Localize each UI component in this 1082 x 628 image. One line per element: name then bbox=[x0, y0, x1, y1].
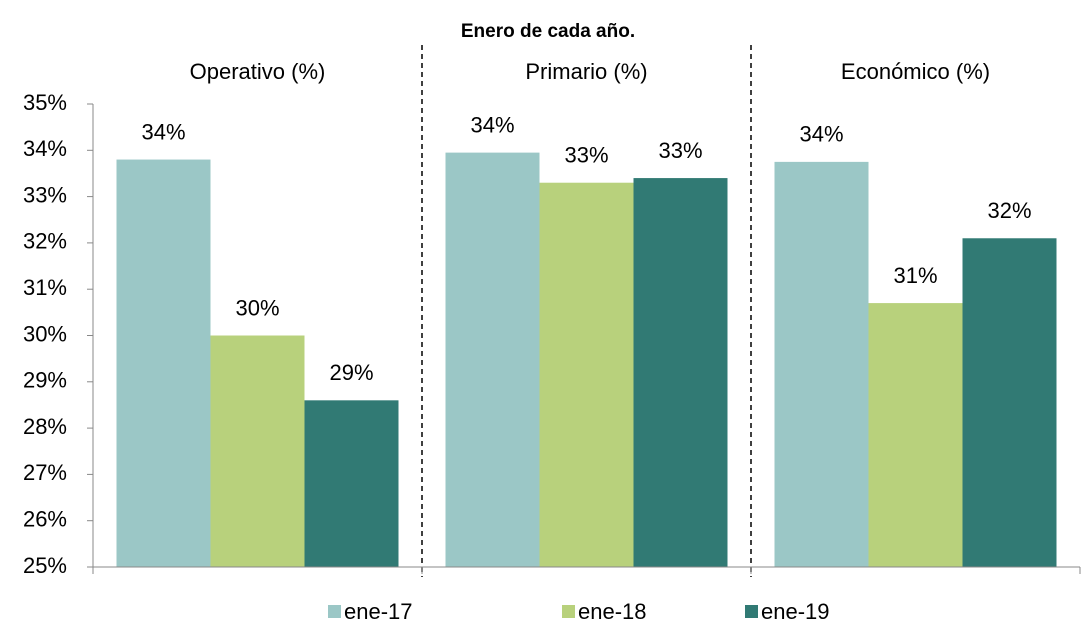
y-tick-label: 33% bbox=[23, 182, 67, 207]
data-label: 34% bbox=[470, 112, 514, 137]
bar bbox=[445, 152, 540, 568]
legend-swatch bbox=[328, 605, 341, 618]
legend-label: ene-17 bbox=[344, 599, 413, 624]
bar bbox=[774, 161, 869, 567]
y-tick-label: 34% bbox=[23, 136, 67, 161]
chart-title: Enero de cada año. bbox=[461, 21, 635, 42]
y-tick-label: 25% bbox=[23, 553, 67, 578]
bar bbox=[962, 238, 1057, 567]
y-tick-label: 31% bbox=[23, 275, 67, 300]
data-label: 30% bbox=[235, 295, 279, 320]
bar bbox=[633, 178, 728, 567]
data-label: 33% bbox=[658, 138, 702, 163]
bar bbox=[116, 159, 211, 567]
data-label: 33% bbox=[564, 143, 608, 168]
y-tick-label: 26% bbox=[23, 507, 67, 532]
bar bbox=[868, 303, 963, 567]
data-label: 29% bbox=[329, 360, 373, 385]
bar bbox=[304, 400, 399, 567]
y-tick-label: 29% bbox=[23, 368, 67, 393]
y-tick-label: 27% bbox=[23, 460, 67, 485]
bar bbox=[539, 182, 634, 567]
category-label: Operativo (%) bbox=[190, 59, 326, 84]
y-tick-label: 28% bbox=[23, 414, 67, 439]
category-label: Primario (%) bbox=[525, 59, 647, 84]
legend-label: ene-18 bbox=[578, 599, 647, 624]
y-tick-label: 32% bbox=[23, 229, 67, 254]
legend-swatch bbox=[745, 605, 758, 618]
bar bbox=[210, 335, 305, 567]
legend-swatch bbox=[562, 605, 575, 618]
y-tick-label: 30% bbox=[23, 321, 67, 346]
data-label: 34% bbox=[799, 122, 843, 147]
legend-label: ene-19 bbox=[761, 599, 830, 624]
category-label: Económico (%) bbox=[841, 59, 990, 84]
data-label: 31% bbox=[893, 263, 937, 288]
data-label: 34% bbox=[141, 119, 185, 144]
data-label: 32% bbox=[987, 198, 1031, 223]
y-tick-label: 35% bbox=[23, 90, 67, 115]
